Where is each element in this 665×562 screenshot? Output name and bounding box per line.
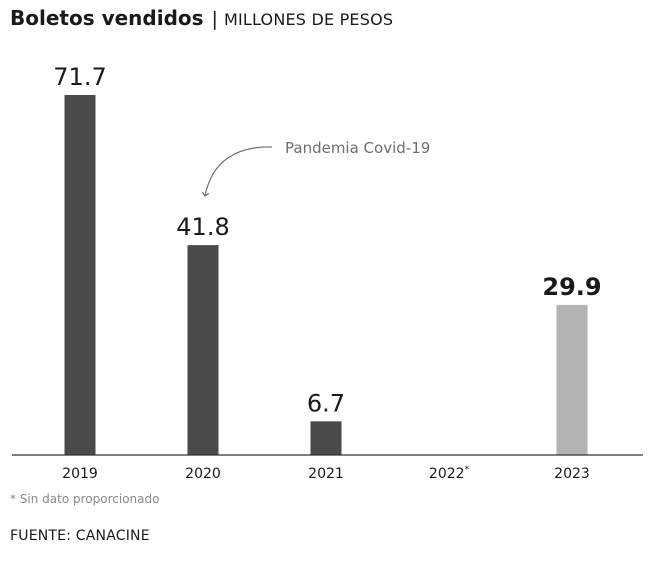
value-label-2021: 6.7: [307, 389, 345, 417]
annotation-label: Pandemia Covid-19: [285, 139, 430, 157]
source-note: FUENTE: CANACINE: [10, 528, 150, 544]
value-labels-group: 71.7 41.8 6.7 29.9: [53, 63, 601, 417]
chart-header: Boletos vendidos | MILLONES DE PESOS: [10, 6, 393, 30]
x-tick-label-2022: 2022*: [429, 465, 470, 482]
value-label-2023: 29.9: [542, 273, 601, 301]
title-separator: |: [211, 8, 218, 30]
bar-2021: [310, 421, 342, 455]
chart-title: Boletos vendidos: [10, 6, 204, 30]
bar-2023: [556, 304, 588, 455]
value-label-2020: 41.8: [176, 213, 229, 241]
annotation-arrow: [201, 146, 273, 197]
bar-2020: [187, 245, 219, 455]
footnote: * Sin dato proporcionado: [10, 492, 160, 506]
x-tick-label-2019: 2019: [62, 466, 98, 482]
x-tick-labels-group: 2019 2020 2021 2022* 2023: [62, 465, 590, 482]
bars-group: [64, 95, 588, 455]
bar-2019: [64, 95, 96, 455]
bar-chart: 71.7 41.8 6.7 29.9 2019 2020 2021 2022* 2023 Pa…: [12, 63, 643, 482]
chart-subtitle: MILLONES DE PESOS: [223, 10, 394, 29]
value-label-2019: 71.7: [53, 63, 106, 91]
x-tick-label-2020: 2020: [185, 466, 221, 482]
x-tick-label-2021: 2021: [308, 466, 344, 482]
x-tick-label-2023: 2023: [554, 466, 590, 482]
